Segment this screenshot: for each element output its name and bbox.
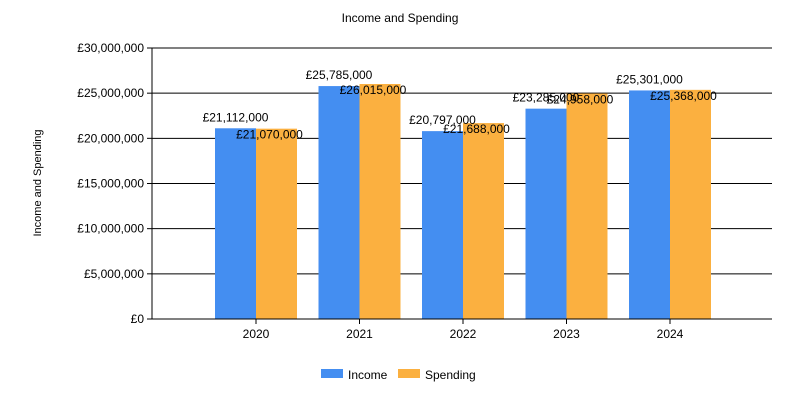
x-tick-label: 2023 bbox=[553, 327, 580, 341]
y-axis-label: Income and Spending bbox=[32, 129, 44, 236]
legend-label-income: Income bbox=[348, 368, 388, 382]
y-tick-label: £5,000,000 bbox=[84, 267, 144, 281]
data-label-spending: £21,070,000 bbox=[236, 128, 303, 142]
bar-income bbox=[318, 86, 360, 319]
chart-title: Income and Spending bbox=[342, 11, 459, 25]
x-tick-label: 2024 bbox=[657, 327, 684, 341]
x-tick-label: 2020 bbox=[243, 327, 270, 341]
x-tick-label: 2022 bbox=[450, 327, 477, 341]
data-label-spending: £25,368,000 bbox=[650, 89, 717, 103]
y-tick-label: £30,000,000 bbox=[77, 41, 144, 55]
legend-swatch-income bbox=[321, 369, 343, 378]
data-label-income: £20,797,000 bbox=[409, 113, 476, 127]
bar-income bbox=[629, 90, 670, 319]
bar-spending bbox=[463, 123, 504, 319]
bar-spending bbox=[256, 128, 297, 319]
x-tick-label: 2021 bbox=[346, 327, 373, 341]
y-tick-label: £10,000,000 bbox=[77, 222, 144, 236]
bar-spending bbox=[359, 83, 401, 319]
y-tick-label: £0 bbox=[131, 312, 145, 326]
y-tick-label: £15,000,000 bbox=[77, 177, 144, 191]
legend-label-spending: Spending bbox=[425, 368, 476, 382]
data-label-income: £25,785,000 bbox=[306, 68, 373, 82]
bar-spending bbox=[566, 93, 608, 319]
legend-swatch-spending bbox=[398, 369, 420, 378]
axes: £0 £5,000,000 £10,000,000 £15,000,000 £20,00… bbox=[77, 41, 772, 341]
bar-income bbox=[422, 131, 463, 319]
data-label-income: £21,112,000 bbox=[203, 110, 269, 124]
data-label-spending: £24,958,000 bbox=[547, 93, 614, 107]
data-label-income: £23,285,000 bbox=[513, 91, 580, 105]
bar-spending bbox=[670, 89, 711, 319]
bars bbox=[215, 83, 711, 319]
y-tick-label: £25,000,000 bbox=[77, 86, 144, 100]
legend: Income Spending bbox=[321, 368, 476, 382]
data-label-spending: £26,015,000 bbox=[340, 83, 407, 97]
y-tick-label: £20,000,000 bbox=[77, 131, 144, 145]
data-label-income: £25,301,000 bbox=[616, 72, 683, 86]
data-labels: £21,112,000 £21,070,000 £25,785,000£26,015… bbox=[203, 68, 718, 142]
bar-income bbox=[525, 108, 567, 319]
bar-income bbox=[215, 128, 256, 319]
data-label-spending: £21,688,000 bbox=[443, 122, 510, 136]
